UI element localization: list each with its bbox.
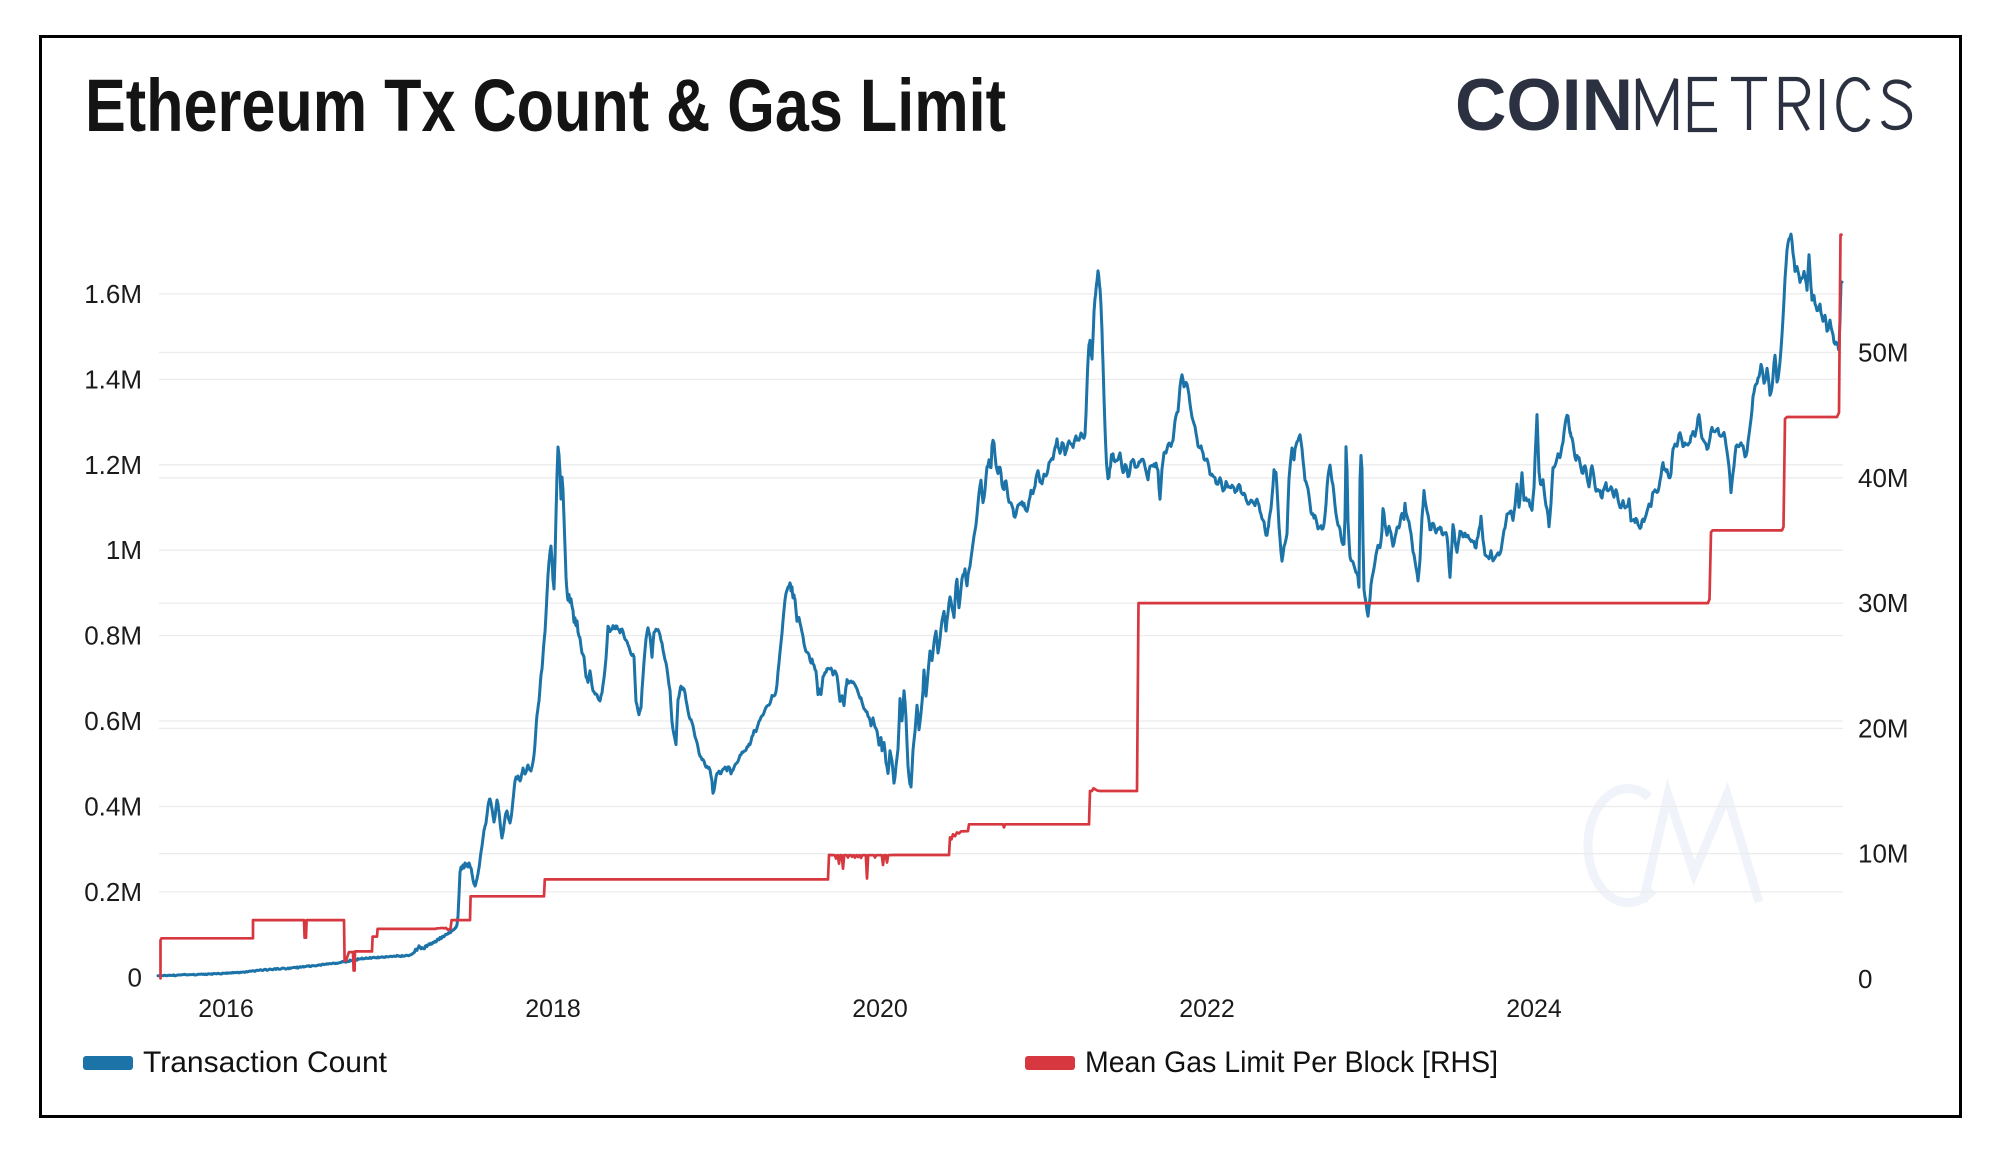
svg-text:2018: 2018 <box>525 995 581 1023</box>
svg-text:Ethereum Tx Count & Gas Limit: Ethereum Tx Count & Gas Limit <box>85 64 1006 147</box>
svg-text:50M: 50M <box>1858 338 1909 368</box>
svg-text:1.4M: 1.4M <box>84 364 142 394</box>
svg-text:Mean Gas Limit Per Block [RHS]: Mean Gas Limit Per Block [RHS] <box>1085 1046 1498 1079</box>
svg-text:0.2M: 0.2M <box>84 877 142 907</box>
svg-text:2024: 2024 <box>1506 995 1562 1023</box>
svg-text:2020: 2020 <box>852 995 908 1023</box>
svg-text:0: 0 <box>128 962 142 992</box>
svg-text:0: 0 <box>1858 964 1872 994</box>
svg-text:0.4M: 0.4M <box>84 792 142 822</box>
svg-text:20M: 20M <box>1858 713 1909 743</box>
svg-text:0.6M: 0.6M <box>84 706 142 736</box>
svg-text:30M: 30M <box>1858 588 1909 618</box>
svg-text:0.8M: 0.8M <box>84 621 142 651</box>
svg-text:1.2M: 1.2M <box>84 450 142 480</box>
svg-text:1.6M: 1.6M <box>84 279 142 309</box>
svg-text:1M: 1M <box>106 535 142 565</box>
svg-text:Transaction Count: Transaction Count <box>143 1046 388 1079</box>
svg-text:COIN: COIN <box>1455 65 1633 146</box>
svg-text:2016: 2016 <box>198 995 254 1023</box>
svg-text:40M: 40M <box>1858 463 1909 493</box>
svg-text:2022: 2022 <box>1179 995 1235 1023</box>
svg-text:10M: 10M <box>1858 839 1909 869</box>
